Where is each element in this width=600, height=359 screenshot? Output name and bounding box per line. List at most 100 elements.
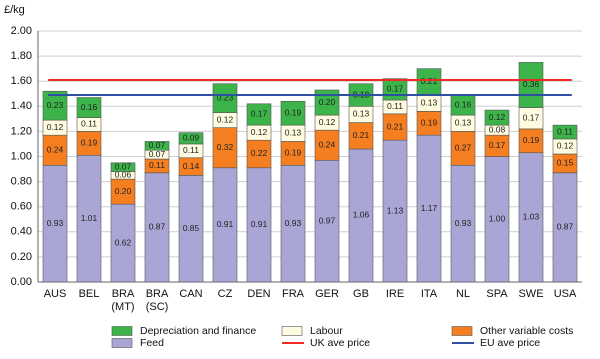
legend-label: EU ave price: [480, 337, 540, 349]
value-label: 0.17: [251, 109, 268, 119]
y-tick-label: 1.80: [11, 50, 32, 62]
value-label: 0.19: [285, 107, 302, 117]
bar-segment: [246, 167, 272, 283]
x-tick-label: BEL: [79, 288, 100, 300]
x-tick-label: GER: [315, 288, 339, 300]
x-tick-label: AUS: [44, 288, 67, 300]
value-label: 0.32: [217, 142, 234, 152]
bar-segment: [76, 154, 102, 283]
value-label: 0.19: [421, 117, 438, 127]
y-tick-label: 0.00: [11, 276, 32, 288]
legend-swatch: [451, 326, 473, 336]
bar-segment: [518, 62, 544, 108]
y-tick-label: 1.00: [11, 150, 32, 162]
value-label: 0.21: [353, 130, 370, 140]
value-label: 0.85: [183, 223, 200, 233]
x-tick-label: BRA: [112, 288, 135, 300]
bar-segment: [314, 129, 340, 161]
legend-label: Depreciation and finance: [140, 325, 256, 337]
bar-segment: [280, 100, 306, 126]
bar-segment: [518, 152, 544, 283]
legend-swatch: [111, 338, 133, 348]
bar-segment: [144, 172, 170, 283]
x-tick-label: USA: [554, 288, 577, 300]
x-tick-label: NL: [456, 288, 470, 300]
bar-segment: [246, 103, 272, 126]
bar-segment: [212, 167, 238, 283]
bar-segment: [552, 124, 578, 140]
value-label: 0.16: [81, 102, 98, 112]
x-tick-label: CZ: [218, 288, 233, 300]
value-label: 1.00: [489, 214, 506, 224]
x-tick-label: SWE: [518, 288, 543, 300]
bar-segment: [280, 164, 306, 283]
x-tick-label: CAN: [179, 288, 202, 300]
value-label: 0.13: [421, 97, 438, 107]
value-label: 0.07: [149, 140, 166, 150]
bar-segment: [212, 127, 238, 169]
bar-segment: [348, 122, 374, 150]
x-tick-label: (SC): [146, 301, 169, 313]
value-label: 0.23: [217, 92, 234, 102]
value-label: 0.11: [149, 160, 165, 170]
bar-segment: [212, 83, 238, 113]
value-label: 0.09: [183, 133, 200, 143]
value-label: 0.11: [183, 145, 199, 155]
bar-segment: [416, 134, 442, 283]
x-tick-label: BRA: [146, 288, 169, 300]
y-tick-label: 1.20: [11, 125, 32, 137]
value-label: 0.21: [421, 76, 438, 86]
value-label: 1.06: [353, 210, 370, 220]
value-label: 0.12: [251, 127, 268, 137]
value-label: 0.93: [285, 218, 302, 228]
x-tick-label: GB: [353, 288, 369, 300]
bar-segment: [178, 132, 204, 145]
legend: Depreciation and finance Labour Other vari…: [111, 325, 573, 349]
value-label: 0.07: [149, 149, 166, 159]
value-label: 0.13: [455, 117, 472, 127]
value-label: 0.20: [319, 97, 336, 107]
value-label: 0.19: [523, 135, 540, 145]
value-label: 0.23: [47, 100, 64, 110]
value-label: 0.11: [81, 119, 97, 129]
value-label: 0.12: [319, 117, 336, 127]
bar-segment: [484, 109, 510, 126]
value-label: 0.21: [387, 121, 404, 131]
value-label: 0.17: [387, 84, 404, 94]
value-label: 0.19: [285, 148, 302, 158]
bar-segment: [144, 141, 170, 151]
value-label: 0.15: [557, 158, 574, 168]
value-label: 1.17: [421, 203, 438, 213]
legend-swatch: [281, 326, 303, 336]
legend-label: UK ave price: [310, 337, 370, 349]
x-tick-label: ITA: [421, 288, 438, 300]
legend-swatch: [111, 326, 133, 336]
value-label: 0.93: [455, 218, 472, 228]
bar-segment: [484, 156, 510, 283]
value-label: 0.06: [115, 170, 132, 180]
value-label: 0.87: [557, 222, 574, 232]
y-tick-label: 0.20: [11, 251, 32, 263]
bar-segment: [110, 203, 136, 283]
value-label: 0.24: [47, 144, 64, 154]
y-axis-label: £/kg: [4, 4, 25, 16]
value-label: 0.20: [115, 186, 132, 196]
value-label: 0.24: [319, 139, 336, 149]
value-label: 0.62: [115, 237, 132, 247]
bar-segment: [178, 175, 204, 283]
value-label: 0.14: [183, 161, 200, 171]
legend-label: Labour: [310, 325, 343, 337]
y-tick-label: 1.40: [11, 100, 32, 112]
x-tick-label: FRA: [282, 288, 305, 300]
value-label: 0.17: [523, 112, 540, 122]
x-tick-label: IRE: [386, 288, 404, 300]
value-label: 0.13: [353, 109, 370, 119]
bar-segment: [42, 90, 68, 121]
legend-label: Other variable costs: [480, 325, 573, 337]
bar-segment: [416, 68, 442, 96]
value-label: 0.08: [489, 124, 506, 134]
y-tick-label: 1.60: [11, 75, 32, 87]
value-label: 0.22: [251, 148, 268, 158]
value-label: 0.19: [81, 138, 98, 148]
value-label: 0.12: [47, 122, 64, 132]
